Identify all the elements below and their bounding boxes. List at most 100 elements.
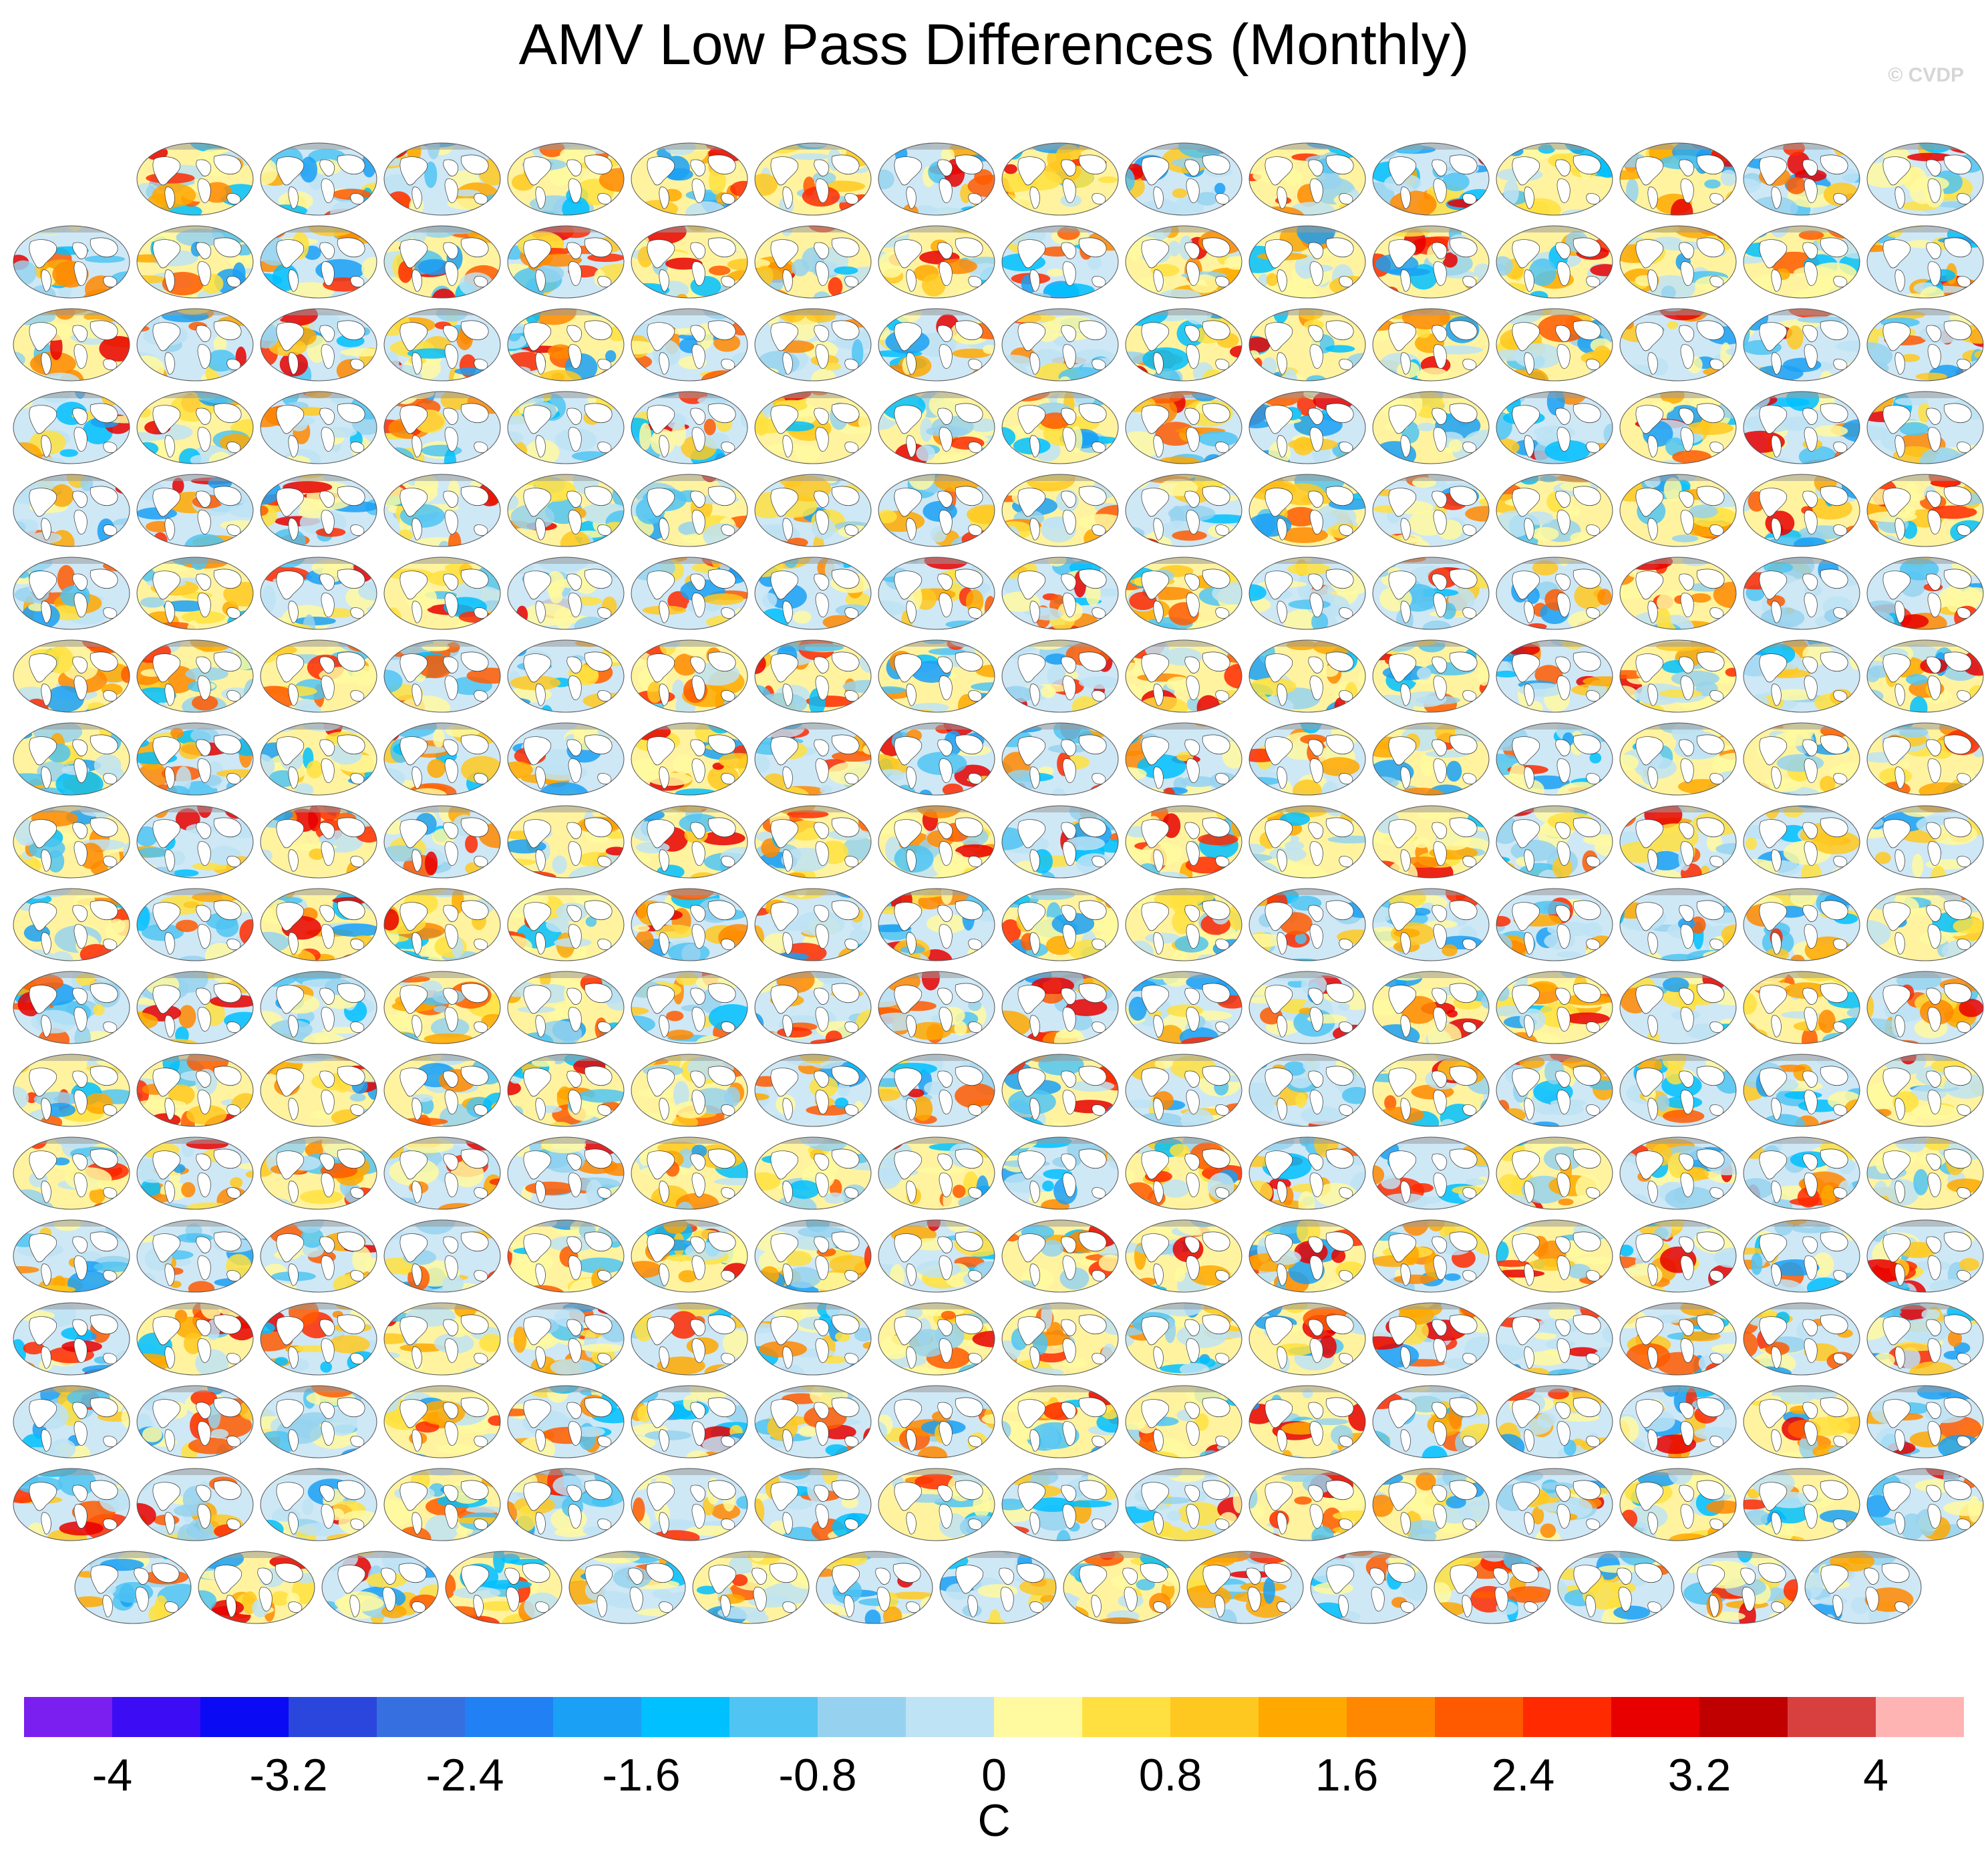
map-panel	[877, 1376, 996, 1460]
colorbar-box	[1699, 1697, 1788, 1737]
map-svg	[1496, 474, 1613, 547]
colorbar-box	[1170, 1697, 1259, 1737]
map-svg	[507, 1385, 625, 1458]
map-panel	[1001, 1045, 1120, 1129]
map-panel	[877, 1211, 996, 1295]
map-svg	[754, 557, 872, 630]
map-svg	[878, 1219, 995, 1293]
map-panel	[12, 1376, 131, 1460]
map-svg	[1866, 1468, 1984, 1541]
map-svg	[1125, 971, 1242, 1044]
map-svg	[1249, 1054, 1366, 1127]
map-svg	[260, 971, 377, 1044]
map-panel	[1248, 1459, 1367, 1543]
map-svg	[1249, 474, 1366, 547]
map-panel	[1248, 1045, 1367, 1129]
map-svg	[1496, 722, 1613, 796]
map-svg	[383, 1302, 501, 1376]
map-panel	[383, 382, 502, 466]
map-svg	[1001, 1136, 1119, 1210]
map-panel	[1124, 1211, 1243, 1295]
map-svg	[383, 971, 501, 1044]
map-panel	[1742, 299, 1861, 383]
map-panel	[383, 962, 502, 1046]
map-svg	[1125, 1302, 1242, 1376]
map-svg	[13, 971, 130, 1044]
map-svg	[1001, 1468, 1119, 1541]
map-panel	[1248, 465, 1367, 549]
colorbar-box	[112, 1697, 201, 1737]
map-svg	[1619, 1136, 1737, 1210]
map-svg	[631, 1385, 748, 1458]
map-panel	[1248, 631, 1367, 715]
colorbar-box	[24, 1697, 113, 1737]
map-panel	[1495, 879, 1614, 963]
map-panel	[877, 134, 996, 218]
map-panel	[1742, 134, 1861, 218]
map-svg	[878, 971, 995, 1044]
map-svg	[1619, 1468, 1737, 1541]
map-svg	[383, 142, 501, 216]
map-svg	[1619, 1054, 1737, 1127]
map-panel	[1248, 879, 1367, 963]
map-svg	[1866, 225, 1984, 299]
map-svg	[1743, 1385, 1860, 1458]
map-svg	[1001, 1219, 1119, 1293]
map-panel	[1619, 796, 1737, 881]
map-panel	[1001, 1211, 1120, 1295]
map-svg	[631, 1468, 748, 1541]
map-svg	[1866, 639, 1984, 713]
map-panel	[1248, 134, 1367, 218]
map-panel	[1742, 631, 1861, 715]
map-panel	[1124, 1045, 1243, 1129]
map-svg	[13, 888, 130, 961]
map-panel	[259, 134, 378, 218]
map-svg	[13, 722, 130, 796]
map-panel	[1495, 1128, 1614, 1212]
map-panel	[383, 1459, 502, 1543]
map-svg	[1743, 142, 1860, 216]
map-svg	[136, 557, 254, 630]
map-svg	[1249, 557, 1366, 630]
map-svg	[631, 225, 748, 299]
map-svg	[1001, 722, 1119, 796]
map-svg	[1001, 225, 1119, 299]
map-panel	[630, 1459, 749, 1543]
map-panel	[506, 714, 625, 798]
map-panel	[383, 879, 502, 963]
map-panel	[1248, 1293, 1367, 1378]
map-svg	[878, 888, 995, 961]
map-svg	[1866, 1219, 1984, 1293]
map-svg	[754, 308, 872, 381]
map-panel	[1124, 962, 1243, 1046]
map-panel	[136, 796, 255, 881]
map-panel	[1495, 714, 1614, 798]
map-svg	[383, 888, 501, 961]
map-svg	[507, 308, 625, 381]
map-svg	[1619, 1385, 1737, 1458]
map-panel	[754, 216, 872, 301]
colorbar-box	[553, 1697, 642, 1737]
map-svg	[507, 225, 625, 299]
map-panel	[383, 714, 502, 798]
map-svg	[383, 1136, 501, 1210]
map-panel	[1001, 1376, 1120, 1460]
map-svg	[1866, 1385, 1984, 1458]
map-svg	[1372, 1468, 1490, 1541]
map-svg	[1249, 1136, 1366, 1210]
map-svg	[507, 1219, 625, 1293]
map-svg	[1496, 557, 1613, 630]
map-panel	[1866, 879, 1985, 963]
map-panel	[136, 299, 255, 383]
map-panel	[259, 1376, 378, 1460]
map-svg	[878, 557, 995, 630]
map-svg	[136, 391, 254, 464]
map-svg	[1619, 639, 1737, 713]
map-panel	[1495, 382, 1614, 466]
map-panel	[1124, 631, 1243, 715]
map-panel	[1742, 1293, 1861, 1378]
map-panel	[568, 1542, 687, 1626]
map-panel	[815, 1542, 934, 1626]
map-panel	[1742, 548, 1861, 632]
colorbar-box	[1347, 1697, 1436, 1737]
